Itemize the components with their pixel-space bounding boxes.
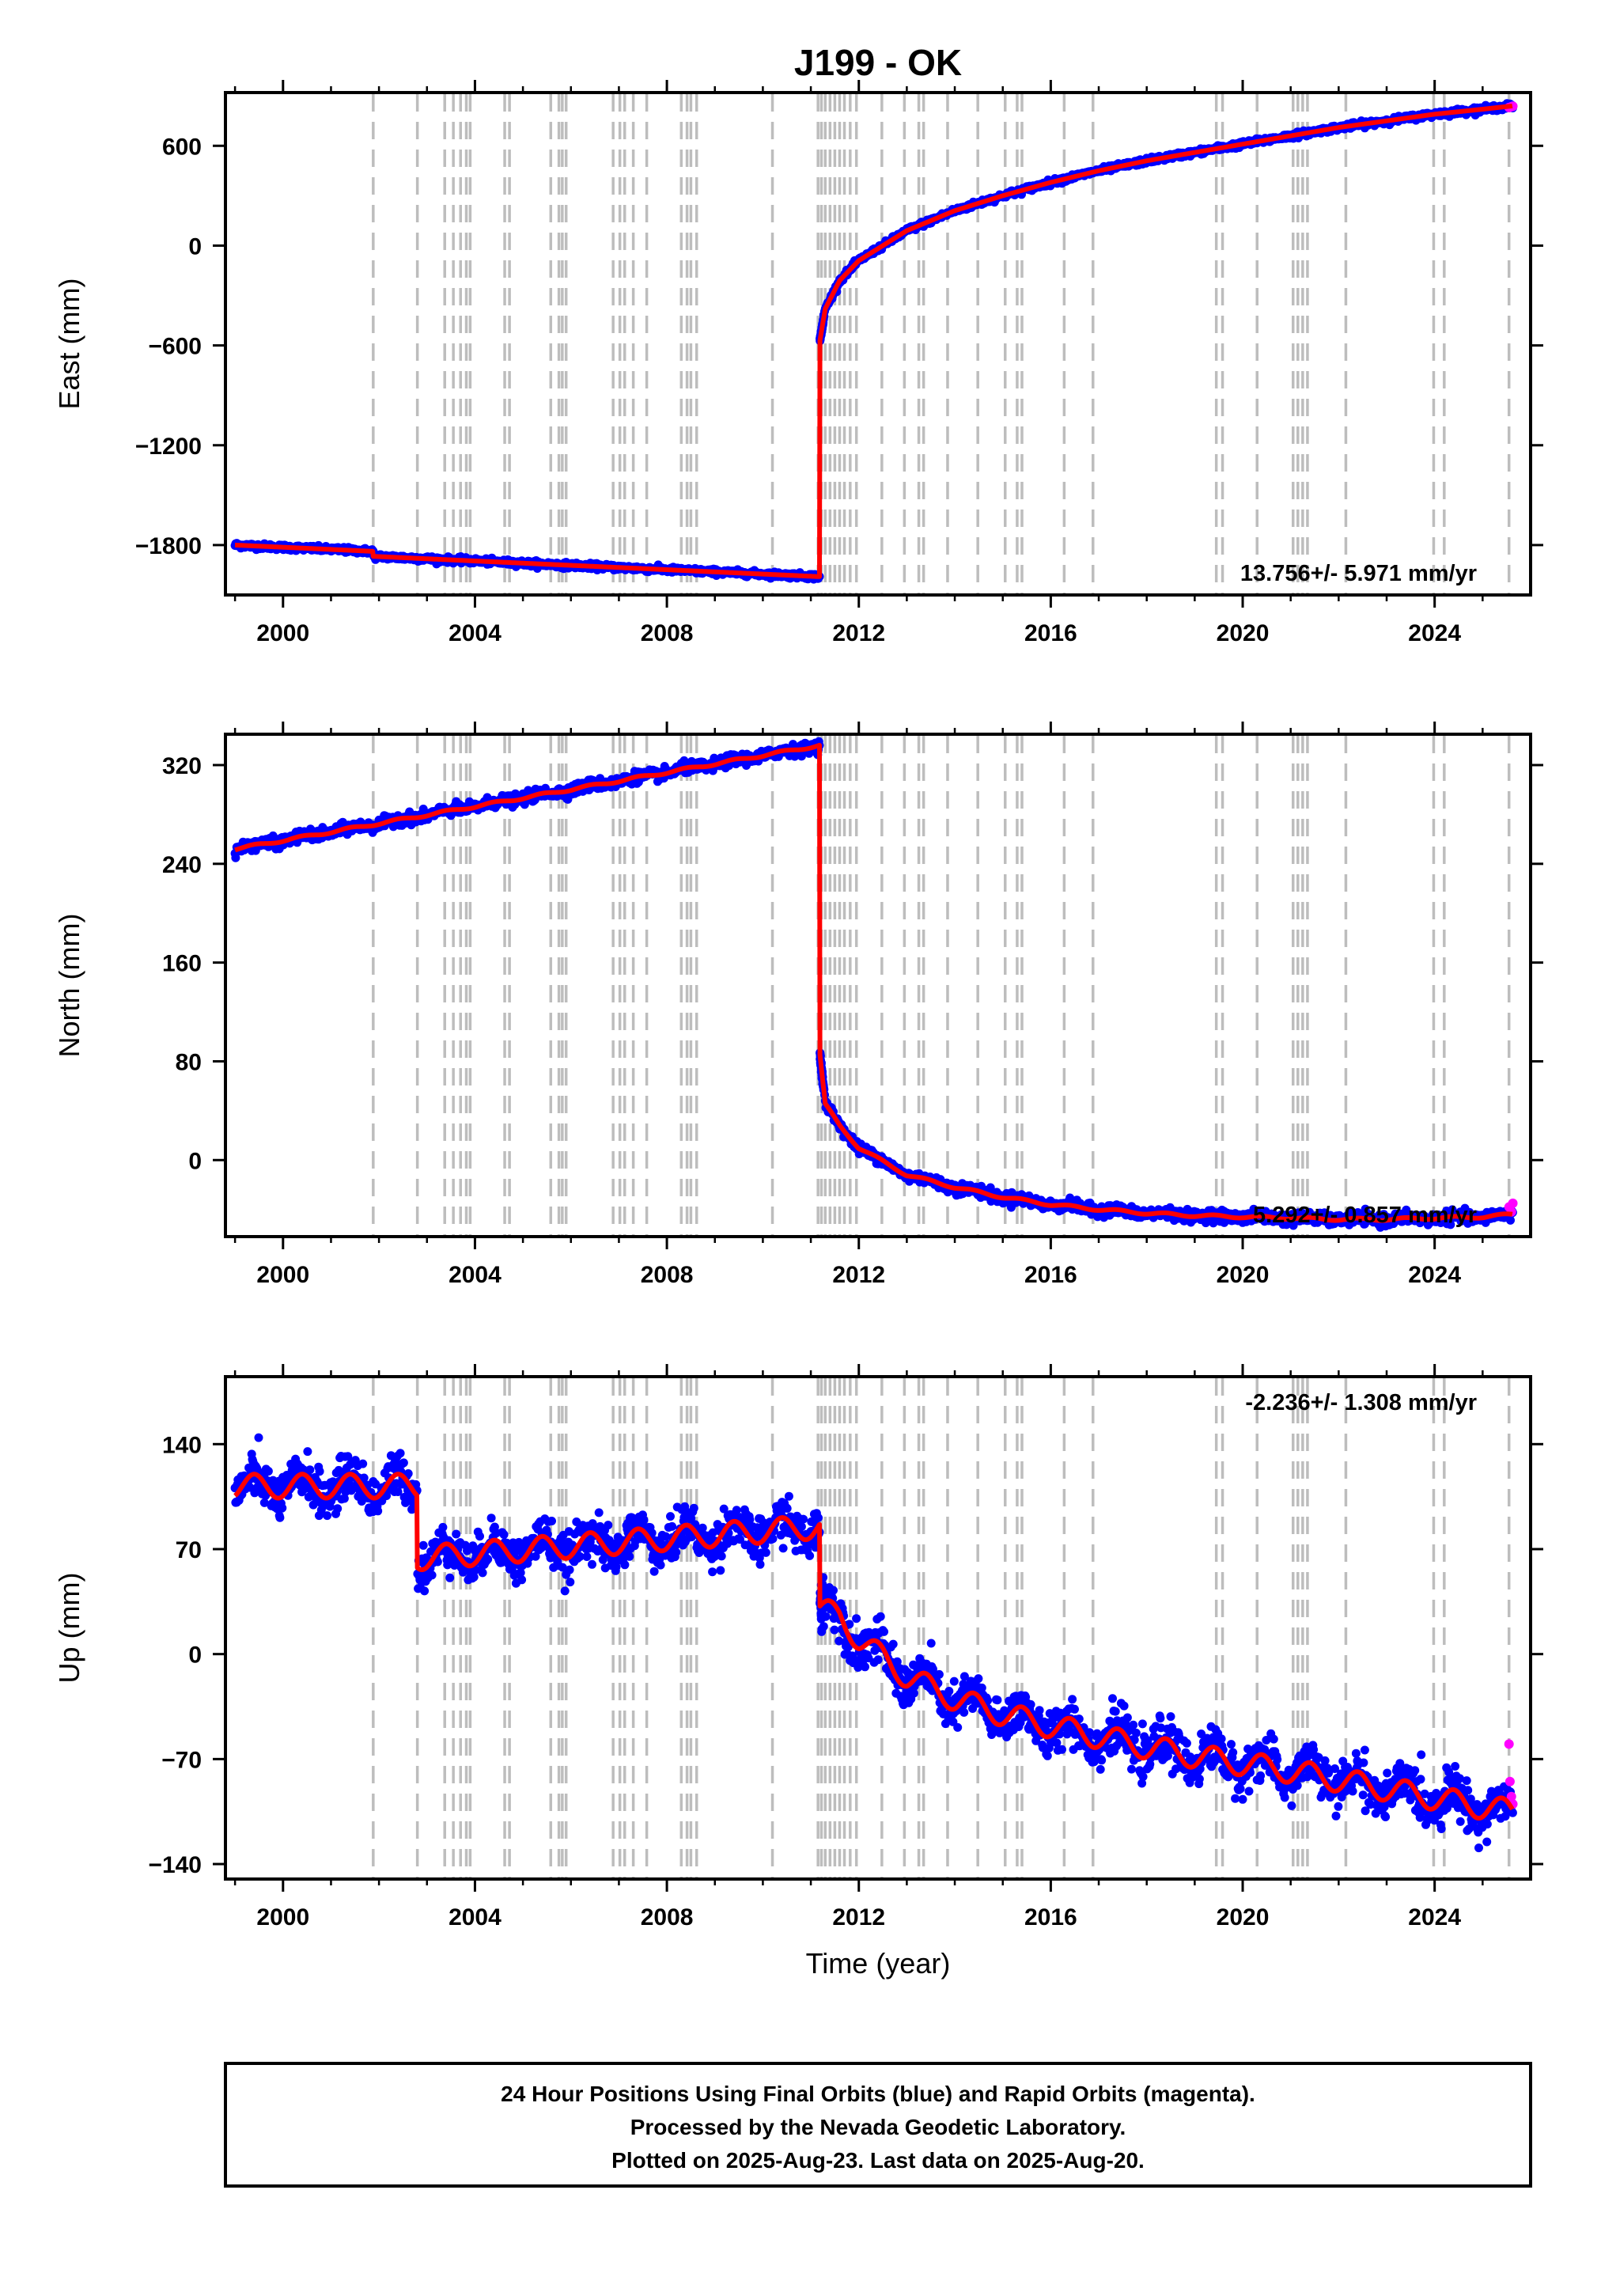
north-y-tick-label: 240 [162,852,202,878]
north-rapid-orbit-point [1508,1198,1518,1208]
east-x-tick-label: 2000 [256,620,309,646]
north-y-tick-label: 320 [162,753,202,779]
north-panel: 2000 2004 2008 2012 2016 2020 2024 320 240 160 80… [53,722,1543,1288]
north-y-axis: 320 240 160 80 0 [162,753,1543,1174]
east-y-tick-label: 600 [162,134,202,160]
east-panel: 2000 2004 2008 2012 2016 2020 2024 600 0 −600 −12… [53,80,1543,646]
north-x-tick-label: 2004 [449,1262,501,1288]
north-y-tick-label: 0 [188,1148,202,1174]
east-x-tick-label: 2008 [641,620,694,646]
up-final-orbit-point [278,1503,287,1513]
north-x-tick-label: 2024 [1408,1262,1461,1288]
east-x-tick-label: 2004 [449,620,501,646]
up-final-orbit-point [275,1513,285,1522]
east-y-tick-label: −1200 [135,434,202,460]
chart-title: J199 - OK [794,42,962,83]
east-axis-label: East (mm) [53,278,85,410]
north-x-tick-label: 2008 [641,1262,694,1288]
east-y-tick-label: −1800 [135,533,202,559]
north-x-tick-label: 2012 [832,1262,885,1288]
east-model-curve [233,103,1515,579]
east-y-tick-label: 0 [188,233,202,260]
north-y-tick-label: 160 [162,951,202,977]
north-x-tick-label: 2016 [1024,1262,1077,1288]
east-x-tick-label: 2020 [1217,620,1270,646]
east-model-line [233,103,1515,579]
north-y-tick-label: 80 [176,1049,202,1075]
north-event-lines [372,736,1511,1235]
north-x-tick-label: 2020 [1217,1262,1270,1288]
east-rate-label: 13.756+/- 5.971 mm/yr [1240,561,1477,586]
east-y-tick-label: −600 [148,334,202,360]
east-final-orbit-points [230,99,1517,584]
up-panel: 2000 2004 2008 2012 2016 2020 2024 140700−70−1… [53,1364,1543,1930]
east-event-lines [372,94,1511,593]
north-axis-label: North (mm) [53,914,85,1058]
east-x-tick-label: 2024 [1408,620,1461,646]
north-rate-label: 5.292+/- 0.857 mm/yr [1253,1203,1477,1228]
north-x-tick-label: 2000 [256,1262,309,1288]
up-final-orbit-point [254,1433,263,1442]
up-final-orbit-point [263,1467,273,1476]
east-x-tick-label: 2012 [832,620,885,646]
east-x-tick-label: 2016 [1024,620,1077,646]
east-plot-frame [224,91,1532,597]
